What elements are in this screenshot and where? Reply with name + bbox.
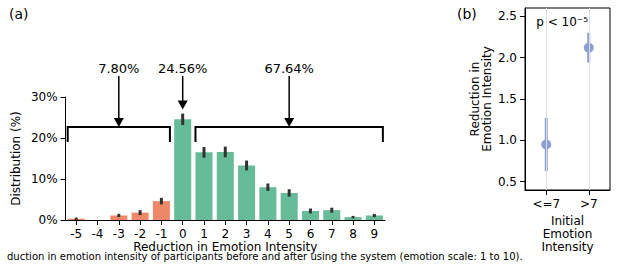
svg-text:9: 9 <box>371 227 379 241</box>
svg-text:-5: -5 <box>70 227 82 241</box>
svg-text:8: 8 <box>349 227 357 241</box>
svg-text:(b): (b) <box>457 6 477 22</box>
svg-text:67.64%: 67.64% <box>264 61 314 76</box>
svg-text:10%: 10% <box>31 172 58 186</box>
svg-text:6: 6 <box>307 227 315 241</box>
svg-text:0: 0 <box>179 227 187 241</box>
svg-text:20%: 20% <box>31 131 58 145</box>
svg-text:p < 10⁻⁵: p < 10⁻⁵ <box>536 15 588 29</box>
svg-text:Emotion: Emotion <box>543 227 593 241</box>
svg-text:-4: -4 <box>92 227 104 241</box>
svg-text:1: 1 <box>200 227 208 241</box>
svg-text:Intensity: Intensity <box>541 240 593 254</box>
svg-text:(a): (a) <box>9 6 29 22</box>
svg-text:3: 3 <box>243 227 251 241</box>
svg-text:Distribution (%): Distribution (%) <box>9 111 23 206</box>
svg-text:2.0: 2.0 <box>498 51 517 65</box>
svg-text:Emotion Intensity: Emotion Intensity <box>480 46 494 152</box>
svg-text:Initial: Initial <box>551 214 584 228</box>
svg-text:-2: -2 <box>134 227 146 241</box>
svg-text:>7: >7 <box>580 197 598 211</box>
svg-text:24.56%: 24.56% <box>158 61 208 76</box>
svg-text:0.5: 0.5 <box>498 175 517 189</box>
svg-text:1.0: 1.0 <box>498 133 517 147</box>
svg-text:7: 7 <box>328 227 336 241</box>
svg-text:4: 4 <box>264 227 272 241</box>
svg-text:<=7: <=7 <box>532 197 560 211</box>
svg-text:2.5: 2.5 <box>498 9 517 23</box>
svg-text:7.80%: 7.80% <box>98 61 139 76</box>
svg-text:-1: -1 <box>155 227 167 241</box>
svg-text:Reduction in: Reduction in <box>468 61 482 137</box>
svg-text:1.5: 1.5 <box>498 92 517 106</box>
svg-text:Reduction in Emotion Intensity: Reduction in Emotion Intensity <box>133 240 318 255</box>
svg-text:30%: 30% <box>31 90 58 104</box>
svg-text:2: 2 <box>221 227 229 241</box>
svg-text:-3: -3 <box>113 227 125 241</box>
svg-text:0%: 0% <box>39 213 58 227</box>
svg-text:duction in emotion intensity o: duction in emotion intensity of particip… <box>7 251 523 262</box>
svg-text:5: 5 <box>285 227 293 241</box>
